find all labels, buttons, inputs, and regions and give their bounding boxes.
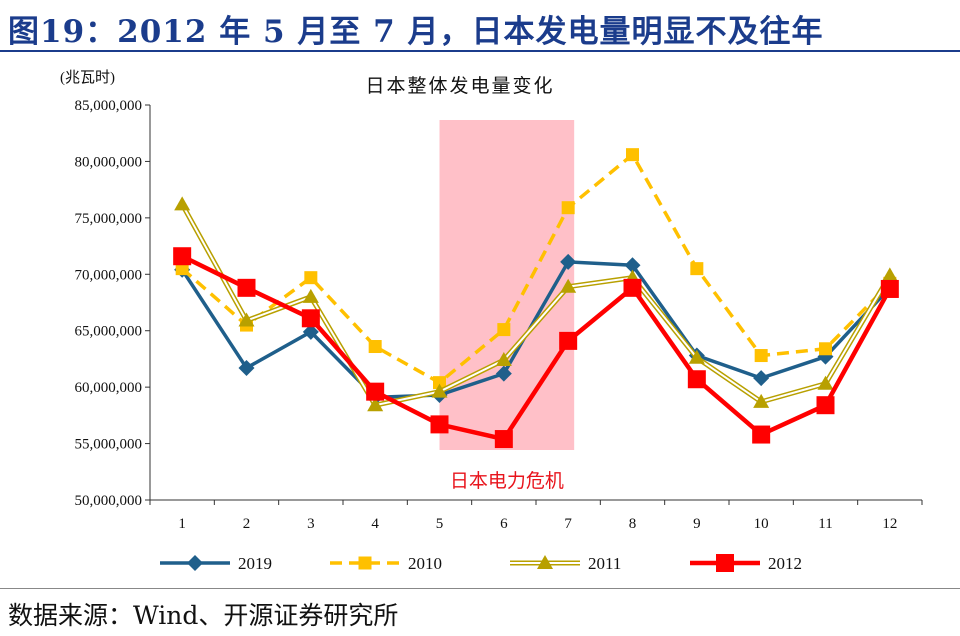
point-2012-12 xyxy=(880,279,899,298)
series-line-2012 xyxy=(181,254,892,442)
y-axis-unit: (兆瓦时) xyxy=(60,69,115,86)
point-2012-1 xyxy=(173,247,192,266)
point-2011-3 xyxy=(302,288,319,303)
x-tick-label: 7 xyxy=(564,516,572,532)
x-tick-label: 2 xyxy=(243,516,251,532)
point-2011-12 xyxy=(881,267,898,282)
x-tick-label: 3 xyxy=(307,516,315,532)
legend-marker-2010 xyxy=(358,556,372,570)
y-tick-label: 80,000,000 xyxy=(75,154,143,170)
point-2019-2 xyxy=(238,359,255,376)
point-2012-5 xyxy=(430,415,449,434)
point-2012-2 xyxy=(237,278,256,297)
point-2011-1 xyxy=(174,196,191,211)
point-2011-5 xyxy=(431,383,448,398)
legend-marker-2011 xyxy=(537,555,553,569)
point-2019-7 xyxy=(560,253,577,270)
x-tick-label: 10 xyxy=(754,516,769,532)
point-2019-3 xyxy=(302,323,319,340)
figure-title: 图19：2012 年 5 月至 7 月，日本发电量明显不及往年 xyxy=(8,14,824,50)
x-tick-label: 4 xyxy=(371,516,379,532)
point-2011-10 xyxy=(753,393,770,408)
chart-title: 日本整体发电量变化 xyxy=(365,75,554,97)
legend-marker-2012 xyxy=(716,554,734,572)
point-2012-8 xyxy=(623,278,642,297)
point-2012-10 xyxy=(752,425,771,444)
point-2012-11 xyxy=(816,396,835,415)
point-2010-11 xyxy=(819,342,832,356)
x-tick-label: 5 xyxy=(436,516,444,532)
footer-divider xyxy=(0,588,960,589)
x-tick-label: 8 xyxy=(629,516,637,532)
point-2010-4 xyxy=(368,340,382,354)
source-note: 数据来源：Wind、开源证券研究所 xyxy=(8,601,399,630)
point-2011-7 xyxy=(560,278,577,293)
title-divider xyxy=(0,50,960,52)
y-tick-label: 55,000,000 xyxy=(75,437,143,453)
point-2010-1 xyxy=(175,262,189,276)
point-2012-3 xyxy=(301,309,320,328)
highlight-label: 日本电力危机 xyxy=(450,470,564,492)
y-tick-label: 70,000,000 xyxy=(75,267,143,283)
point-2019-10 xyxy=(753,370,770,387)
point-2010-6 xyxy=(497,323,511,337)
point-2019-6 xyxy=(495,365,512,382)
x-tick-label: 9 xyxy=(693,516,701,532)
point-2010-5 xyxy=(433,376,446,390)
point-2010-9 xyxy=(690,262,704,276)
series-line-inner-2011 xyxy=(181,203,891,407)
y-tick-label: 85,000,000 xyxy=(75,98,143,114)
point-2012-4 xyxy=(366,382,385,401)
legend-marker-2019 xyxy=(187,555,203,571)
point-2011-11 xyxy=(817,375,834,390)
series-line-2019 xyxy=(180,260,892,400)
point-2010-7 xyxy=(561,201,575,215)
x-tick-label: 6 xyxy=(500,516,508,532)
y-tick-label: 50,000,000 xyxy=(75,493,143,509)
x-tick-label: 11 xyxy=(818,516,832,532)
point-2012-9 xyxy=(687,370,706,389)
legend-label: 2019 xyxy=(238,554,272,573)
x-tick-label: 1 xyxy=(178,516,186,532)
point-2012-7 xyxy=(559,331,578,350)
point-2011-4 xyxy=(367,397,384,412)
y-tick-label: 75,000,000 xyxy=(75,211,143,227)
point-2019-8 xyxy=(624,257,641,274)
point-2010-10 xyxy=(754,349,768,363)
point-2011-6 xyxy=(495,352,512,367)
legend-label: 2010 xyxy=(408,554,442,573)
highlight-band xyxy=(439,120,575,450)
point-2011-2 xyxy=(238,312,255,327)
legend-label: 2012 xyxy=(768,554,802,573)
y-tick-label: 65,000,000 xyxy=(75,324,143,340)
series-line-2010 xyxy=(181,151,892,385)
point-2011-9 xyxy=(688,349,705,364)
x-tick-label: 12 xyxy=(882,516,897,532)
y-tick-label: 60,000,000 xyxy=(75,380,143,396)
legend-label: 2011 xyxy=(588,554,621,573)
point-2012-6 xyxy=(494,430,513,449)
point-2010-8 xyxy=(626,148,639,162)
point-2010-3 xyxy=(304,271,318,285)
